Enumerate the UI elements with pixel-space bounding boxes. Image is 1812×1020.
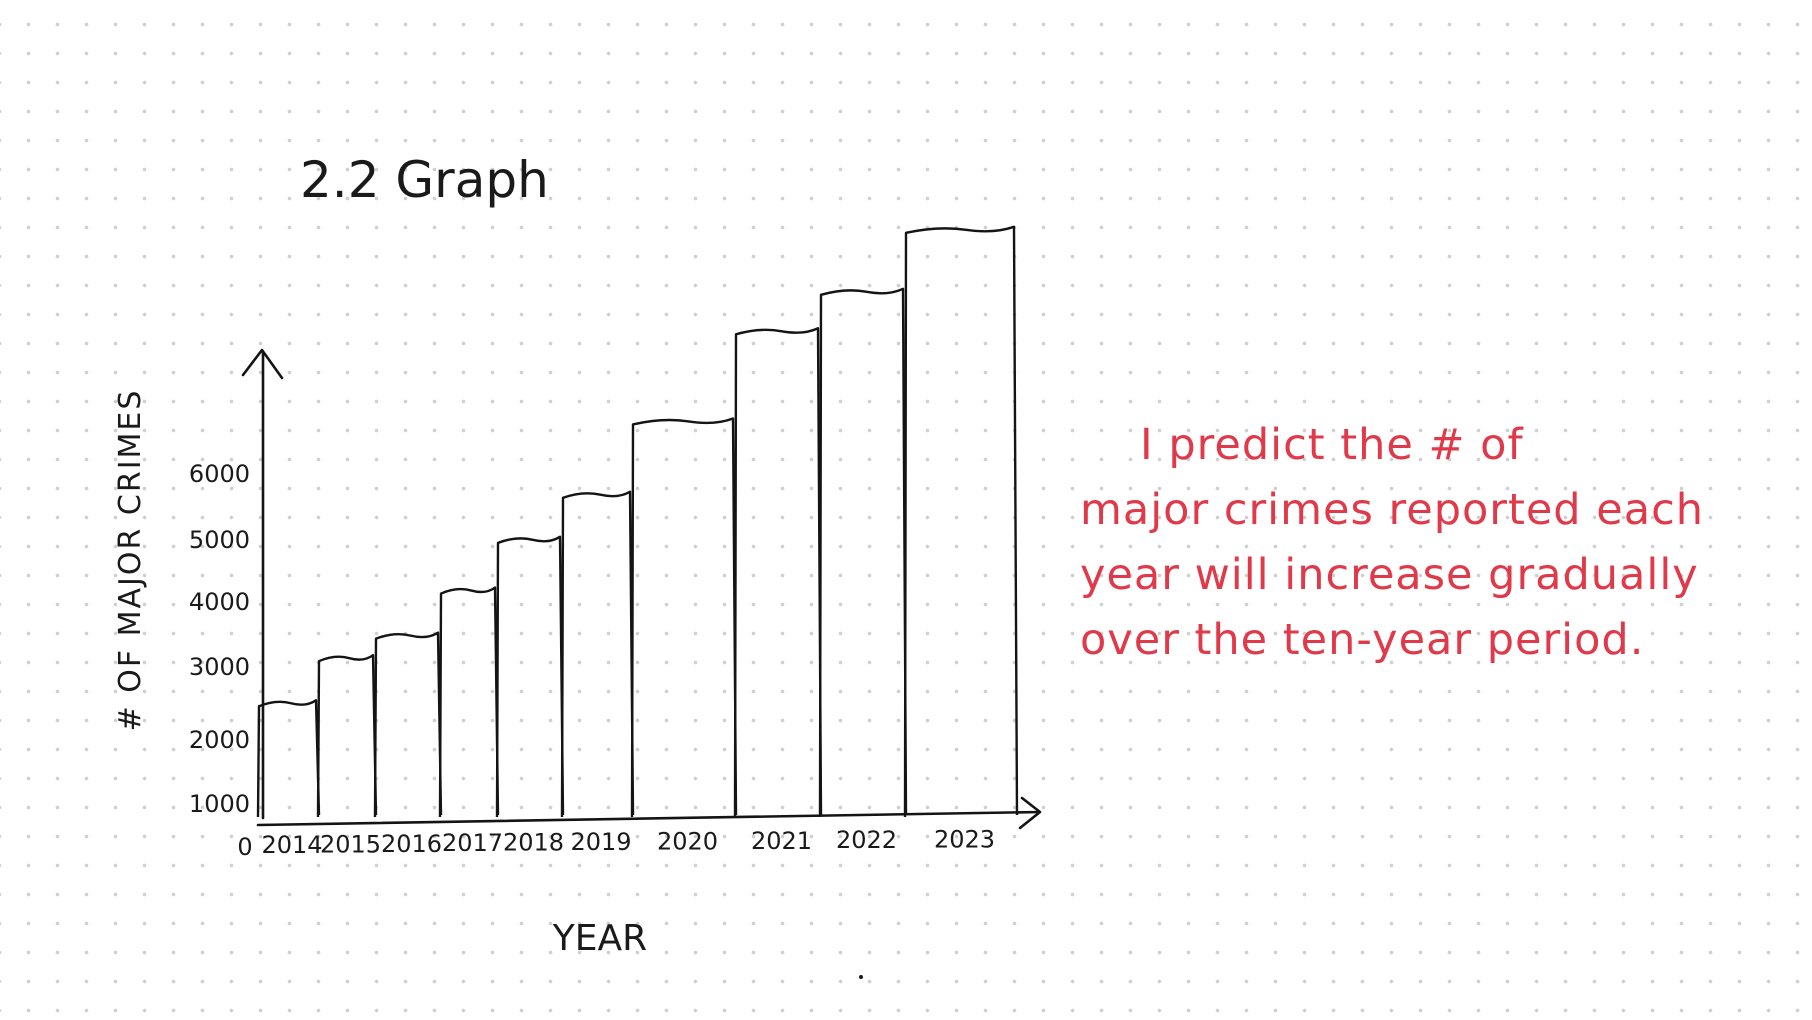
note-line-2: major crimes reported each xyxy=(1080,485,1704,535)
bar-2023 xyxy=(903,225,1019,818)
x-tick-2022: 2022 xyxy=(836,826,897,854)
note-line-4: over the ten-year period. xyxy=(1080,615,1645,665)
bar-2017 xyxy=(438,586,500,818)
y-tick-labels: 1000 2000 3000 4000 5000 6000 xyxy=(189,460,250,818)
x-axis-label: YEAR xyxy=(552,918,647,959)
x-tick-2015: 2015 xyxy=(320,830,381,858)
y-tick-4000: 4000 xyxy=(189,588,250,616)
bar-2014 xyxy=(256,699,321,818)
x-tick-2019: 2019 xyxy=(570,828,631,856)
note-line-3: year will increase gradually xyxy=(1080,550,1699,600)
x-tick-2014: 2014 xyxy=(261,831,322,859)
y-axis-arrow xyxy=(241,348,284,820)
y-tick-6000: 6000 xyxy=(189,460,250,488)
x-tick-2020: 2020 xyxy=(657,827,718,855)
bar-2015 xyxy=(316,653,378,818)
bar-2019 xyxy=(560,490,635,818)
bar-2022 xyxy=(818,287,908,818)
x-tick-2016: 2016 xyxy=(381,830,442,858)
y-axis-label: # OF MAJOR CRIMES xyxy=(113,389,148,732)
note-line-1: I predict the # of xyxy=(1140,420,1524,470)
stray-pen-dot xyxy=(859,975,863,979)
origin-label: 0 xyxy=(237,833,252,861)
bar-2016 xyxy=(373,631,443,818)
y-tick-2000: 2000 xyxy=(189,726,250,754)
y-tick-3000: 3000 xyxy=(189,653,250,681)
x-tick-2023: 2023 xyxy=(934,826,995,854)
bar-2018 xyxy=(495,535,565,818)
x-axis-arrow xyxy=(256,796,1042,830)
y-tick-1000: 1000 xyxy=(189,790,250,818)
x-tick-2018: 2018 xyxy=(503,829,564,857)
x-tick-2017: 2017 xyxy=(442,829,503,857)
bars-group xyxy=(256,225,1019,818)
y-tick-5000: 5000 xyxy=(189,526,250,554)
bar-2020 xyxy=(630,417,738,818)
bar-2021 xyxy=(733,327,823,818)
x-tick-2021: 2021 xyxy=(751,827,812,855)
chart-title: 2.2 Graph xyxy=(300,151,549,209)
